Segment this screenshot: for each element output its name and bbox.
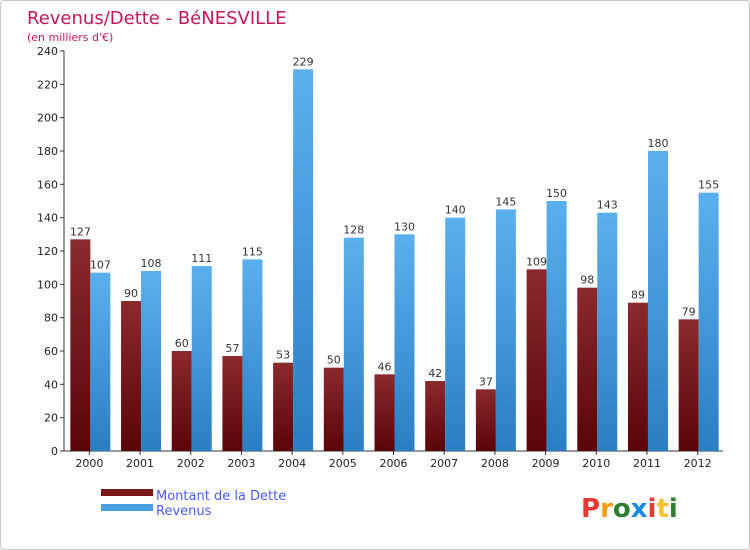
data-label: 50 bbox=[327, 354, 341, 367]
data-label: 145 bbox=[495, 195, 516, 208]
data-label: 128 bbox=[343, 224, 364, 237]
bar-revenus-2011 bbox=[647, 151, 668, 451]
x-tick-label: 2000 bbox=[75, 457, 103, 470]
y-tick-label: 40 bbox=[44, 378, 58, 391]
y-tick-label: 60 bbox=[44, 345, 58, 358]
bar-revenus-2005 bbox=[343, 237, 364, 451]
data-label: 130 bbox=[394, 220, 415, 233]
chart-title: Revenus/Dette - BéNESVILLE bbox=[27, 8, 287, 29]
data-label: 89 bbox=[631, 289, 645, 302]
y-tick-label: 160 bbox=[37, 178, 58, 191]
bar-dette-2006 bbox=[374, 374, 395, 451]
bar-dette-2009 bbox=[526, 269, 547, 451]
data-label: 229 bbox=[293, 55, 314, 68]
bar-dette-2012 bbox=[678, 319, 699, 451]
data-label: 140 bbox=[445, 204, 466, 217]
bar-revenus-2003 bbox=[242, 259, 263, 451]
x-tick-label: 2009 bbox=[532, 457, 560, 470]
proxiti-logo: Proxiti bbox=[581, 494, 678, 524]
chart-subtitle: (en milliers d'€) bbox=[27, 31, 113, 44]
data-label: 109 bbox=[526, 255, 547, 268]
data-label: 57 bbox=[225, 342, 239, 355]
bar-revenus-2012 bbox=[698, 192, 719, 451]
x-tick-label: 2004 bbox=[278, 457, 306, 470]
data-label: 150 bbox=[546, 187, 567, 200]
y-tick-label: 240 bbox=[37, 45, 58, 58]
data-label: 108 bbox=[141, 257, 162, 270]
x-tick-label: 2012 bbox=[684, 457, 712, 470]
y-tick-label: 200 bbox=[37, 112, 58, 125]
x-tick-label: 2008 bbox=[481, 457, 509, 470]
x-tick-label: 2001 bbox=[126, 457, 154, 470]
bar-dette-2007 bbox=[425, 381, 446, 451]
data-label: 60 bbox=[175, 337, 189, 350]
y-tick-label: 0 bbox=[51, 445, 58, 458]
y-tick-label: 80 bbox=[44, 312, 58, 325]
data-label: 127 bbox=[70, 225, 91, 238]
bar-revenus-2002 bbox=[191, 266, 212, 451]
bar-dette-2001 bbox=[121, 301, 142, 451]
y-tick-label: 120 bbox=[37, 245, 58, 258]
data-label: 155 bbox=[698, 179, 719, 192]
x-tick-label: 2005 bbox=[329, 457, 357, 470]
bar-dette-2003 bbox=[222, 356, 243, 451]
axes: 0 20 40 60 80 100 120 140 160 180 200 220 240 2000 200… bbox=[37, 45, 723, 470]
data-label: 115 bbox=[242, 245, 263, 258]
bar-dette-2011 bbox=[627, 302, 648, 451]
bar-dette-2005 bbox=[323, 367, 344, 451]
data-label: 37 bbox=[479, 375, 493, 388]
legend: Montant de la Dette Revenus bbox=[101, 489, 286, 519]
y-tick-label: 100 bbox=[37, 278, 58, 291]
bar-revenus-2006 bbox=[394, 234, 415, 451]
bar-revenus-2007 bbox=[445, 217, 466, 451]
x-tick-label: 2011 bbox=[633, 457, 661, 470]
data-label: 42 bbox=[428, 367, 442, 380]
x-tick-label: 2002 bbox=[177, 457, 205, 470]
legend-swatch-dette bbox=[101, 489, 153, 496]
bar-dette-2008 bbox=[475, 389, 496, 451]
bar-revenus-2004 bbox=[293, 69, 314, 451]
data-label: 46 bbox=[378, 360, 392, 373]
y-tick-label: 180 bbox=[37, 145, 58, 158]
x-tick-label: 2006 bbox=[380, 457, 408, 470]
bar-revenus-2000 bbox=[90, 272, 111, 451]
data-label: 111 bbox=[191, 252, 212, 265]
bar-dette-2000 bbox=[70, 239, 91, 451]
bar-revenus-2008 bbox=[495, 209, 516, 451]
data-label: 98 bbox=[580, 274, 594, 287]
bar-revenus-2010 bbox=[597, 212, 618, 451]
y-tick-label: 20 bbox=[44, 412, 58, 425]
data-label: 180 bbox=[647, 137, 668, 150]
y-tick-label: 220 bbox=[37, 78, 58, 91]
x-tick-label: 2010 bbox=[582, 457, 610, 470]
bars: 127 107 90 108 60 111 57 115 53 229 50 128 46 130 42 14… bbox=[70, 55, 719, 451]
data-label: 107 bbox=[90, 259, 111, 272]
bar-dette-2004 bbox=[273, 362, 294, 451]
data-label: 90 bbox=[124, 287, 138, 300]
data-label: 143 bbox=[597, 199, 618, 212]
bar-revenus-2001 bbox=[141, 271, 162, 451]
bar-revenus-2009 bbox=[546, 201, 567, 451]
legend-label-dette: Montant de la Dette bbox=[156, 489, 286, 504]
legend-label-revenus: Revenus bbox=[156, 504, 212, 519]
data-label: 53 bbox=[276, 349, 290, 362]
bar-dette-2010 bbox=[577, 287, 598, 451]
x-tick-label: 2003 bbox=[227, 457, 255, 470]
bar-dette-2002 bbox=[171, 351, 192, 451]
y-tick-label: 140 bbox=[37, 212, 58, 225]
legend-swatch-revenus bbox=[101, 504, 153, 511]
x-tick-label: 2007 bbox=[430, 457, 458, 470]
data-label: 79 bbox=[682, 305, 696, 318]
